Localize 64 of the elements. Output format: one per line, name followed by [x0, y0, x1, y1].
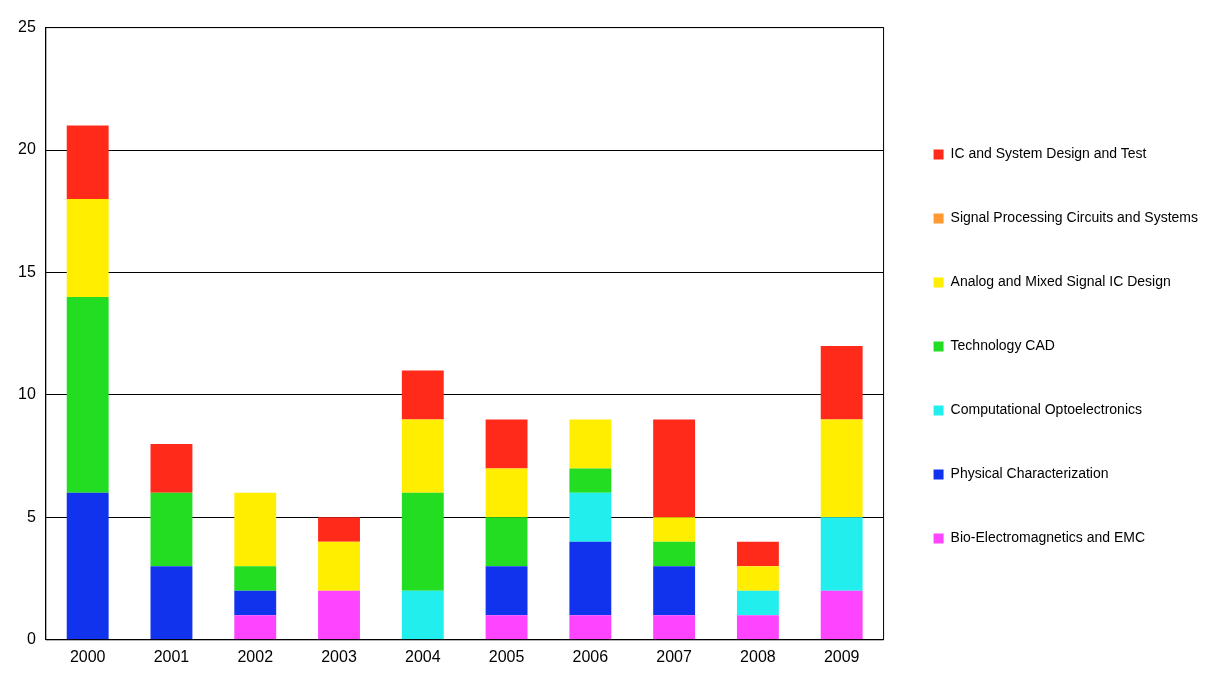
x-tick-label: 2002 — [237, 647, 274, 665]
bar — [569, 541, 612, 616]
y-tick-label: 10 — [18, 385, 36, 403]
bar — [66, 492, 109, 640]
legend-label: Technology CAD — [950, 337, 1055, 354]
bar — [66, 199, 109, 297]
x-tick-label: 2001 — [153, 647, 190, 665]
legend-label: Analog and Mixed Signal IC Design — [950, 273, 1171, 290]
bar — [401, 590, 444, 640]
bar — [653, 541, 696, 567]
bar — [401, 419, 444, 493]
bar — [66, 125, 109, 200]
x-tick-label: 2004 — [405, 647, 441, 665]
bar — [820, 345, 863, 420]
bar — [653, 566, 696, 616]
y-tick-label: 15 — [18, 262, 36, 280]
bar — [569, 468, 612, 493]
bar — [485, 566, 528, 616]
bar — [401, 370, 444, 420]
x-tick-label: 2003 — [321, 647, 357, 665]
bar — [569, 492, 612, 542]
bar — [653, 615, 696, 640]
bar — [401, 492, 444, 591]
bar — [736, 566, 779, 591]
bar — [736, 541, 779, 567]
bar — [234, 590, 277, 616]
bar — [318, 517, 360, 542]
bar — [736, 590, 779, 616]
legend-label: IC and System Design and Test — [950, 145, 1147, 162]
bar — [736, 615, 779, 640]
bar — [820, 419, 863, 518]
bar — [234, 566, 277, 591]
y-tick-label: 5 — [26, 507, 36, 525]
legend-label: Signal Processing Circuits and Systems — [950, 209, 1198, 226]
legend-label: Bio-Electromagnetics and EMC — [950, 529, 1146, 546]
x-tick-label: 2007 — [656, 647, 693, 665]
bar — [653, 419, 696, 518]
bar — [234, 615, 277, 640]
bar — [569, 615, 612, 640]
bar — [318, 590, 360, 640]
legend-label: Computational Optoelectronics — [950, 401, 1142, 418]
y-tick-label: 0 — [26, 630, 36, 648]
bar — [150, 492, 193, 567]
bar — [485, 468, 528, 518]
bar — [234, 492, 277, 567]
bar — [569, 419, 612, 469]
x-tick-label: 2000 — [69, 647, 106, 665]
y-tick-label: 25 — [18, 18, 36, 36]
x-tick-label: 2006 — [572, 647, 609, 665]
bar — [820, 590, 863, 640]
bar — [485, 517, 528, 567]
bar — [820, 517, 863, 591]
bar — [485, 615, 528, 640]
bar — [150, 566, 193, 640]
x-tick-label: 2009 — [823, 647, 860, 665]
x-tick-label: 2008 — [740, 647, 776, 665]
bar — [66, 296, 109, 493]
bar — [653, 517, 696, 542]
bar — [318, 541, 360, 591]
bar — [485, 419, 528, 469]
y-tick-label: 20 — [18, 140, 36, 158]
bar — [150, 443, 193, 493]
x-tick-label: 2005 — [488, 647, 525, 665]
legend-label: Physical Characterization — [950, 465, 1109, 482]
